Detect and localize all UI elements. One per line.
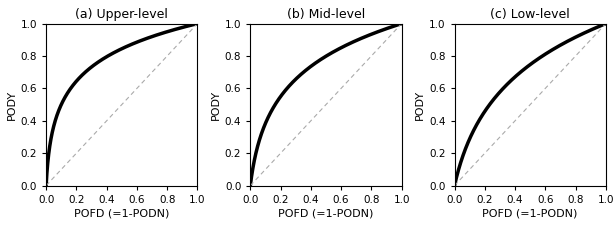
Title: (b) Mid-level: (b) Mid-level <box>287 8 365 21</box>
Y-axis label: PODY: PODY <box>210 90 221 120</box>
Y-axis label: PODY: PODY <box>6 90 17 120</box>
Y-axis label: PODY: PODY <box>415 90 425 120</box>
X-axis label: POFD (=1-PODN): POFD (=1-PODN) <box>74 209 170 219</box>
X-axis label: POFD (=1-PODN): POFD (=1-PODN) <box>278 209 374 219</box>
Title: (a) Upper-level: (a) Upper-level <box>75 8 168 21</box>
Title: (c) Low-level: (c) Low-level <box>490 8 570 21</box>
X-axis label: POFD (=1-PODN): POFD (=1-PODN) <box>482 209 578 219</box>
